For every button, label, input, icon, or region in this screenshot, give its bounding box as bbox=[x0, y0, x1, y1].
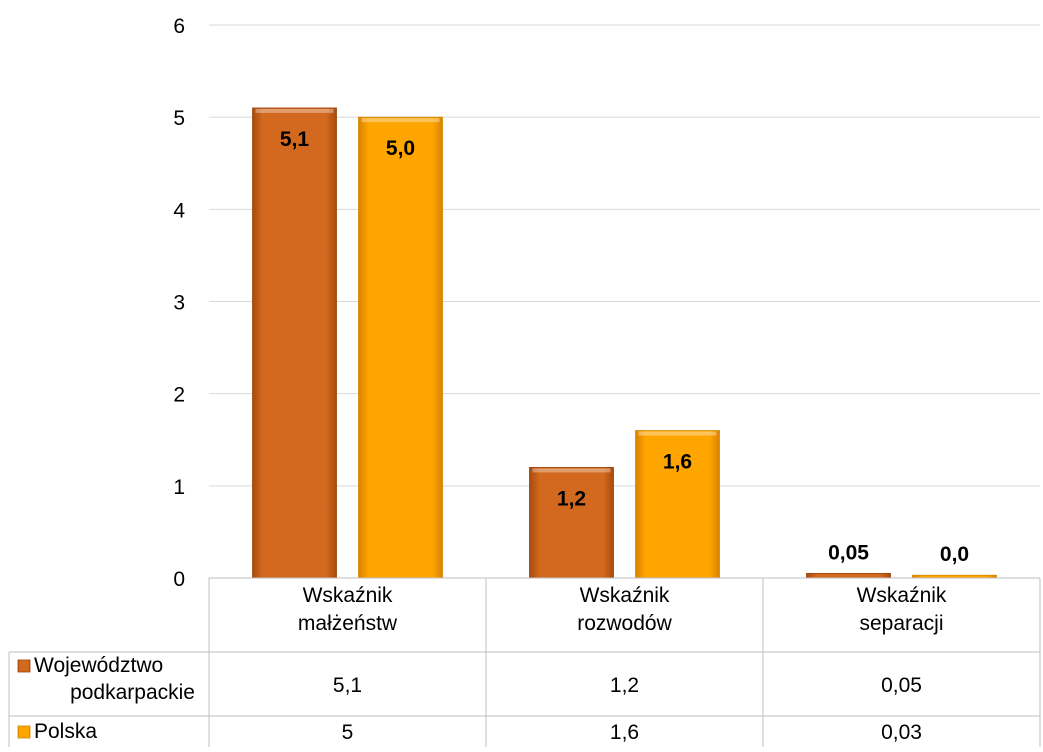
bar-highlight bbox=[532, 468, 611, 473]
category-label: Wskaźnik bbox=[857, 584, 947, 607]
category-label: Wskaźnik bbox=[303, 584, 393, 607]
data-label: 5,1 bbox=[280, 128, 310, 151]
category-label: separacji bbox=[859, 612, 943, 635]
data-label: 0,0 bbox=[940, 543, 969, 566]
category-label: Wskaźnik bbox=[580, 584, 670, 607]
series-name: podkarpackie bbox=[70, 681, 195, 704]
legend-key bbox=[17, 659, 31, 673]
bar bbox=[529, 466, 614, 579]
table-value: 5,1 bbox=[333, 674, 362, 697]
y-tick-label: 5 bbox=[173, 107, 185, 130]
data-label: 1,6 bbox=[663, 451, 692, 474]
data-label: 0,05 bbox=[828, 541, 869, 564]
category-label: rozwodów bbox=[577, 612, 672, 635]
y-tick-label: 4 bbox=[173, 199, 185, 222]
table-value: 5 bbox=[342, 721, 354, 744]
y-tick-label: 0 bbox=[173, 568, 185, 591]
bar-highlight bbox=[638, 431, 717, 436]
bar-highlight bbox=[361, 118, 440, 123]
table-value: 1,6 bbox=[610, 721, 639, 744]
y-axis-ticks: 0 1 2 3 4 5 6 bbox=[173, 15, 185, 591]
bar bbox=[252, 107, 337, 579]
table-value: 1,2 bbox=[610, 674, 639, 697]
table-value: 0,03 bbox=[881, 721, 922, 744]
data-label: 5,0 bbox=[386, 137, 415, 160]
data-label: 1,2 bbox=[557, 487, 586, 510]
y-tick-label: 3 bbox=[173, 292, 185, 315]
bars: 5,1 1,2 0,05 5,0 1,6 0,0 bbox=[252, 107, 997, 579]
y-tick-label: 1 bbox=[173, 476, 185, 499]
gridlines bbox=[209, 24, 1040, 487]
y-tick-label: 2 bbox=[173, 384, 185, 407]
data-table: Wskaźnik małżeństw Wskaźnik rozwodów Wskaźni… bbox=[8, 577, 1041, 747]
series-name: Województwo bbox=[34, 654, 163, 677]
bar bbox=[806, 572, 891, 579]
bar bbox=[358, 116, 443, 579]
bar-highlight bbox=[255, 108, 334, 113]
legend-key bbox=[17, 725, 31, 739]
table-value: 0,05 bbox=[881, 674, 922, 697]
category-label: małżeństw bbox=[298, 612, 398, 635]
y-tick-label: 6 bbox=[173, 15, 185, 38]
series-name: Polska bbox=[34, 720, 97, 743]
